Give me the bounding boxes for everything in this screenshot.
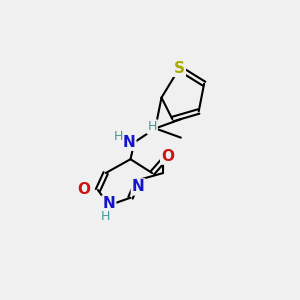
Text: O: O <box>77 182 91 197</box>
Text: N: N <box>132 179 145 194</box>
Text: O: O <box>161 148 174 164</box>
Text: N: N <box>123 135 135 150</box>
Text: S: S <box>174 61 185 76</box>
Text: N: N <box>102 196 115 211</box>
Text: H: H <box>101 211 110 224</box>
Text: H: H <box>148 120 157 134</box>
Text: H: H <box>113 130 123 142</box>
